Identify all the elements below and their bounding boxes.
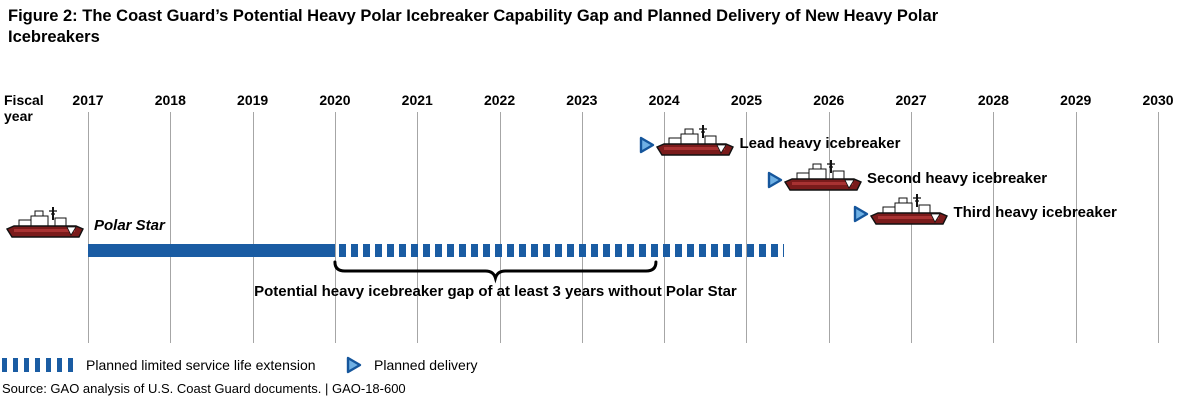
year-tick-2023: 2023	[566, 92, 598, 108]
year-tick-2022: 2022	[483, 92, 516, 108]
gridline-2029	[1075, 112, 1077, 343]
year-tick-2025: 2025	[730, 92, 763, 108]
polar-star-label: Polar Star	[94, 217, 165, 234]
gridline-2021	[417, 112, 419, 343]
legend-planned-delivery-triangle-icon	[346, 356, 362, 374]
polar-star-ship-icon	[6, 206, 84, 239]
gap-annotation-label: Potential heavy icebreaker gap of at lea…	[254, 283, 737, 300]
delivery-label: Third heavy icebreaker	[953, 204, 1117, 221]
gridline-2024	[664, 112, 666, 343]
figure-title-line2: Icebreakers	[8, 28, 100, 47]
year-tick-2020: 2020	[319, 92, 351, 108]
year-tick-2028: 2028	[977, 92, 1009, 108]
gridline-2025	[746, 112, 748, 343]
year-tick-2021: 2021	[401, 92, 433, 108]
year-tick-2027: 2027	[895, 92, 927, 108]
year-tick-2030: 2030	[1142, 92, 1174, 108]
gridline-2027	[911, 112, 913, 343]
icebreaker-ship-icon	[656, 124, 734, 157]
polar-star-service-life-bar	[88, 244, 335, 257]
figure-title-line1: Figure 2: The Coast Guard’s Potential He…	[8, 7, 939, 25]
fiscal-year-axis-label: Fiscal year	[4, 92, 44, 125]
year-tick-2019: 2019	[237, 92, 269, 108]
gridline-2019	[252, 112, 254, 343]
year-tick-2018: 2018	[154, 92, 186, 108]
figure-title: Figure 2: The Coast Guard’s Potential He…	[8, 6, 1143, 49]
legend-dashed-bar-swatch	[2, 358, 75, 372]
gridline-2030	[1158, 112, 1160, 343]
icebreaker-ship-icon	[784, 159, 862, 192]
gridline-2026	[828, 112, 830, 343]
year-tick-2026: 2026	[813, 92, 845, 108]
gridline-2023	[581, 112, 583, 343]
polar-star-extension-bar	[339, 244, 784, 257]
gridline-2028	[993, 112, 995, 343]
source-line: Source: GAO analysis of U.S. Coast Guard…	[2, 381, 406, 396]
gridline-2022	[499, 112, 501, 343]
planned-delivery-triangle-icon	[767, 171, 783, 189]
year-tick-2029: 2029	[1060, 92, 1092, 108]
legend-extension-label: Planned limited service life extension	[86, 357, 316, 373]
planned-delivery-triangle-icon	[639, 136, 655, 154]
icebreaker-ship-icon	[870, 193, 948, 226]
delivery-label: Second heavy icebreaker	[867, 169, 1048, 187]
year-tick-2017: 2017	[72, 92, 104, 108]
year-tick-2024: 2024	[648, 92, 680, 108]
gridline-2017	[88, 112, 89, 343]
gridline-2018	[170, 112, 172, 343]
delivery-label: Lead heavy icebreaker	[739, 135, 901, 152]
legend-delivery-label: Planned delivery	[374, 357, 478, 373]
gridline-2020	[334, 112, 336, 343]
planned-delivery-triangle-icon	[853, 205, 869, 223]
